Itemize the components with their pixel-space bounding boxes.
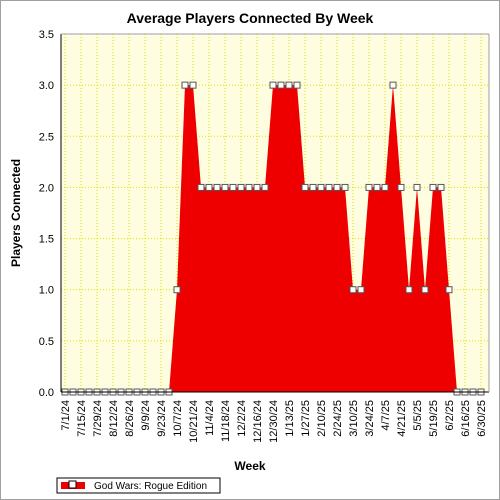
data-point [301, 183, 309, 191]
data-point [317, 183, 325, 191]
data-point [253, 183, 261, 191]
legend: God Wars: Rogue Edition [56, 477, 221, 494]
x-tick-label: 2/10/25 [316, 400, 328, 437]
area-layer [65, 85, 481, 393]
y-tick-label: 1.5 [39, 234, 54, 246]
y-tick-label: 3.5 [39, 29, 54, 41]
x-tick-label: 12/16/24 [252, 400, 264, 443]
x-tick-label: 1/27/25 [300, 400, 312, 437]
data-point [405, 286, 413, 294]
data-point [181, 81, 189, 89]
data-point [293, 81, 301, 89]
x-tick-label: 12/2/24 [236, 400, 248, 437]
data-point [197, 183, 205, 191]
x-tick-label: 5/19/25 [428, 400, 440, 437]
data-point [437, 183, 445, 191]
axes [60, 33, 490, 393]
y-axis-label: Players Connected [9, 159, 23, 267]
data-point [357, 286, 365, 294]
y-tick-label: 0.5 [39, 336, 54, 348]
data-point [277, 81, 285, 89]
data-point [349, 286, 357, 294]
x-tick-label: 2/24/25 [332, 400, 344, 437]
x-tick-label: 3/24/25 [364, 400, 376, 437]
data-point [421, 286, 429, 294]
x-tick-label: 7/29/24 [92, 400, 104, 437]
x-tick-label: 8/26/24 [124, 400, 136, 437]
x-tick-label: 8/12/24 [108, 400, 120, 437]
legend-box [56, 477, 221, 494]
y-tick-label: 0.0 [39, 387, 54, 399]
x-tick-label: 10/21/24 [188, 400, 200, 443]
data-point [429, 183, 437, 191]
legend-label: God Wars: Rogue Edition [94, 481, 207, 492]
y-tick-label: 1.0 [39, 285, 54, 297]
x-tick-label: 1/13/25 [284, 400, 296, 437]
data-point [173, 286, 181, 294]
x-tick-label: 9/9/24 [140, 400, 152, 431]
data-point [381, 183, 389, 191]
data-point [205, 183, 213, 191]
x-tick-label: 5/5/25 [412, 400, 424, 431]
x-tick-label: 6/30/25 [476, 400, 488, 437]
data-point [213, 183, 221, 191]
x-tick-label: 9/23/24 [156, 400, 168, 437]
x-tick-label: 4/21/25 [396, 400, 408, 437]
data-point [325, 183, 333, 191]
data-point [365, 183, 373, 191]
data-point [189, 81, 197, 89]
legend-marker [68, 480, 77, 489]
data-point [309, 183, 317, 191]
data-point [285, 81, 293, 89]
x-tick-label: 11/4/24 [204, 400, 216, 436]
data-point [229, 183, 237, 191]
data-point [397, 183, 405, 191]
data-point [221, 183, 229, 191]
x-tick-labels: 7/1/24 7/15/24 7/29/24 8/12/24 8/26/24 9/9/24… [60, 400, 488, 443]
data-point [413, 183, 421, 191]
x-tick-label: 11/18/24 [220, 400, 232, 442]
data-point [341, 183, 349, 191]
data-point [373, 183, 381, 191]
x-axis-label: Week [234, 459, 265, 473]
data-point [261, 183, 269, 191]
y-tick-label: 2.5 [39, 131, 54, 143]
x-tick-label: 7/1/24 [60, 400, 72, 431]
x-tick-label: 6/16/25 [460, 400, 472, 437]
x-tick-label: 6/2/25 [444, 400, 456, 431]
data-point [445, 286, 453, 294]
x-tick-label: 12/30/24 [268, 400, 280, 443]
data-point [237, 183, 245, 191]
data-point [269, 81, 277, 89]
y-tick-label: 2.0 [39, 182, 54, 194]
data-point [333, 183, 341, 191]
data-point [245, 183, 253, 191]
x-tick-label: 10/7/24 [172, 400, 184, 437]
chart-title: Average Players Connected By Week [127, 10, 374, 26]
data-point [389, 81, 397, 89]
series-area [65, 85, 481, 393]
y-tick-labels: 0.0 0.5 1.0 1.5 2.0 2.5 3.0 3.5 [39, 29, 54, 399]
x-tick-label: 3/10/25 [348, 400, 360, 437]
y-tick-label: 3.0 [39, 80, 54, 92]
x-tick-label: 7/15/24 [76, 400, 88, 437]
x-tick-label: 4/7/25 [380, 400, 392, 431]
